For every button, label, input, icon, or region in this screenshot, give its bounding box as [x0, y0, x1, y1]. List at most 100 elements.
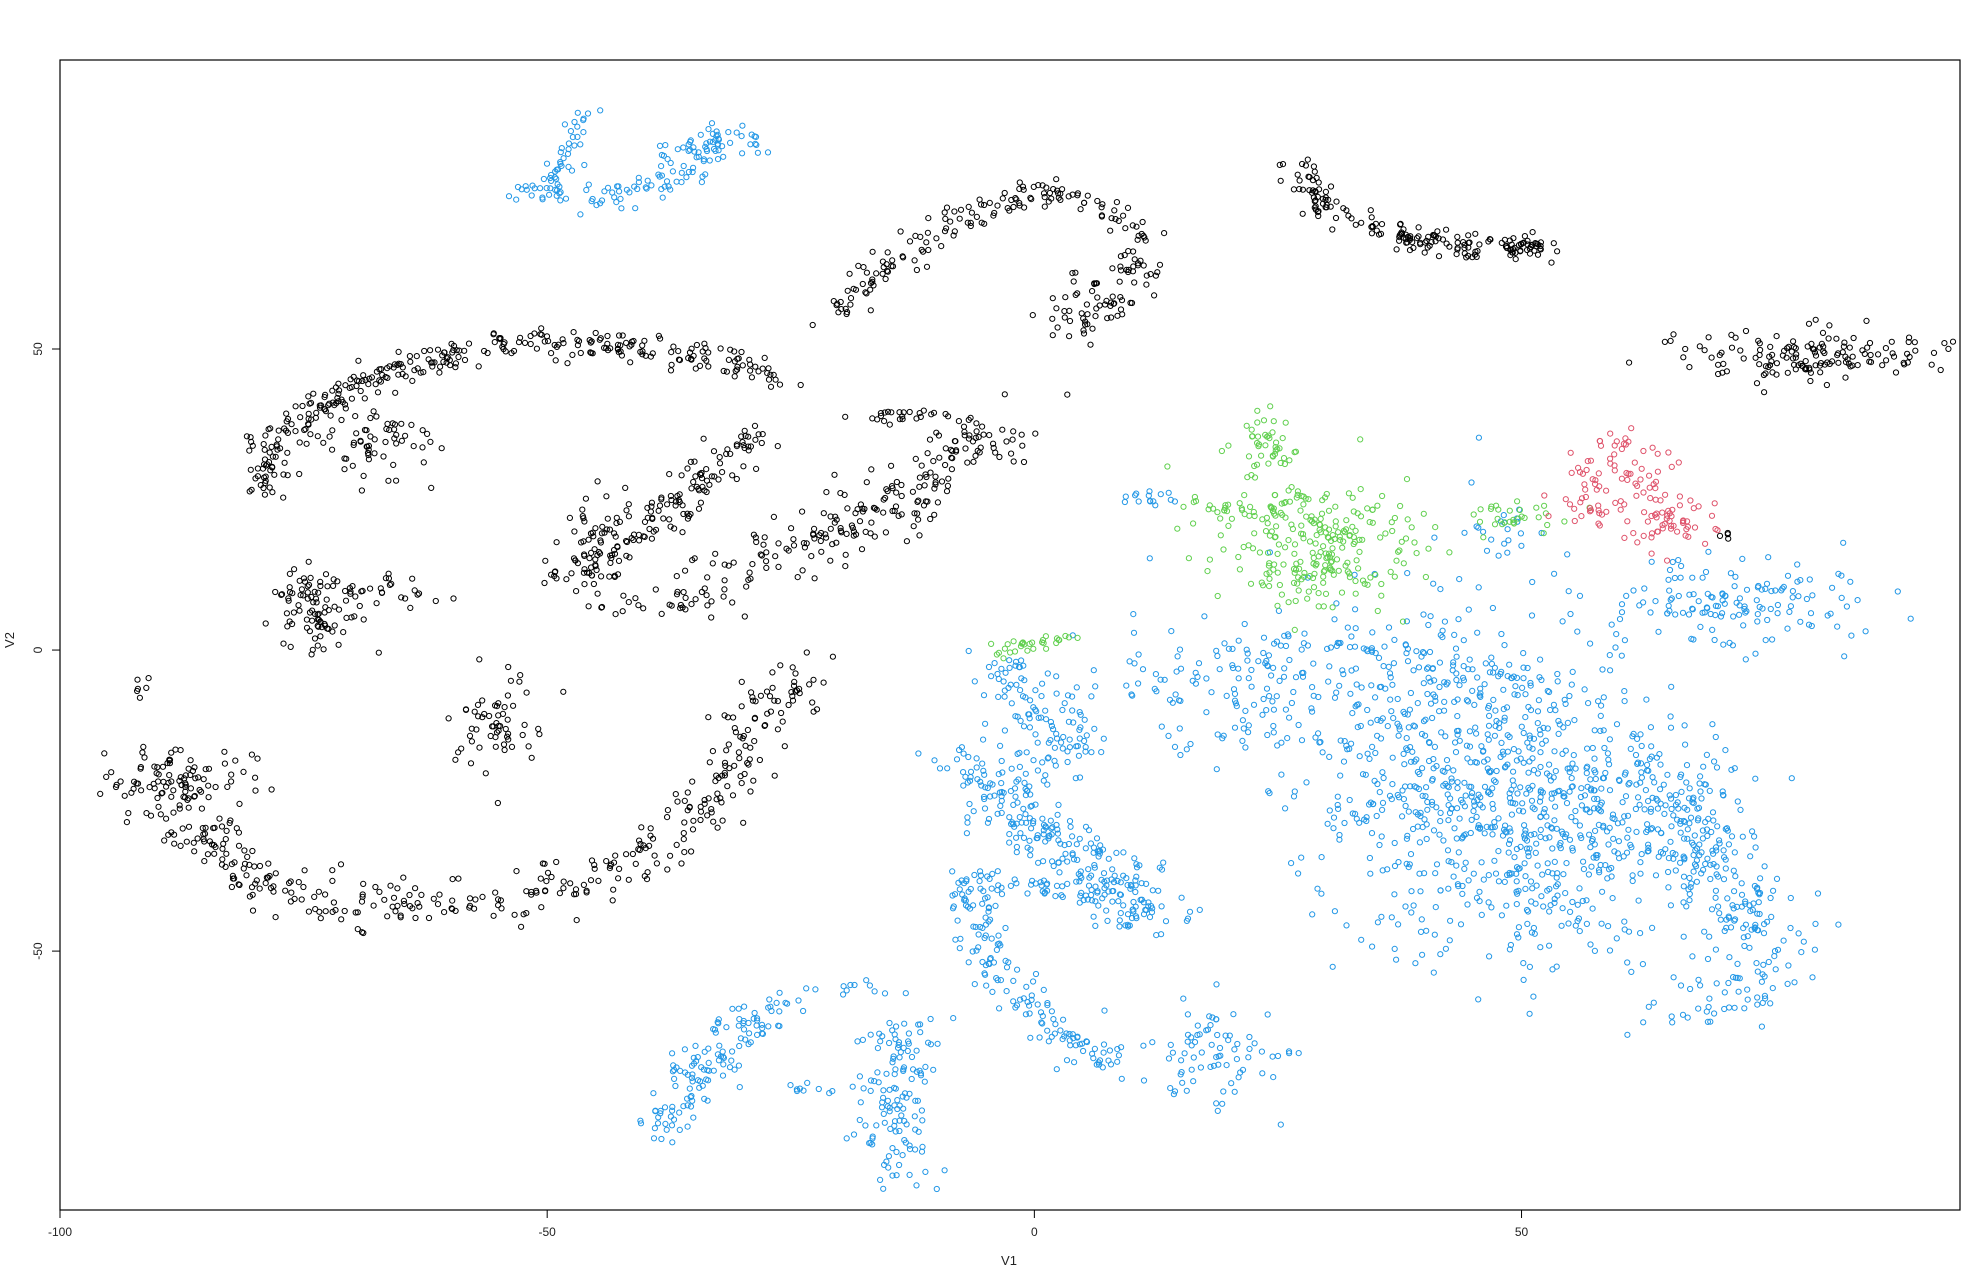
data-point [287, 643, 294, 651]
data-point [916, 532, 923, 539]
data-point [1638, 851, 1645, 858]
data-point [1672, 851, 1679, 858]
data-point [682, 567, 689, 574]
data-point [286, 570, 293, 578]
data-point [1322, 188, 1330, 195]
data-point [758, 1021, 766, 1028]
data-point [1472, 230, 1479, 237]
data-point [715, 1057, 723, 1064]
data-point [1124, 911, 1132, 918]
data-point [1439, 627, 1446, 634]
data-point [1455, 616, 1462, 623]
data-point [1622, 769, 1629, 776]
data-point [744, 726, 752, 734]
data-point [1356, 548, 1363, 556]
data-point [1299, 210, 1306, 217]
data-point [810, 676, 817, 683]
data-point [690, 1060, 698, 1067]
data-point [698, 469, 705, 477]
data-point [721, 577, 728, 584]
data-point [1838, 594, 1845, 602]
data-point [1709, 721, 1716, 728]
data-point [658, 610, 665, 618]
data-point [1686, 591, 1693, 598]
data-point [1453, 862, 1460, 869]
data-point [1357, 486, 1364, 493]
data-point [1051, 744, 1059, 751]
data-point [1389, 681, 1396, 688]
data-point [1016, 202, 1023, 209]
data-point [656, 502, 664, 509]
data-point [1550, 240, 1557, 247]
data-point [1460, 832, 1468, 839]
data-point [1485, 705, 1492, 712]
data-point [1115, 898, 1122, 905]
data-point [1444, 783, 1451, 790]
data-point [1158, 723, 1165, 730]
data-point [1642, 787, 1650, 794]
data-point [614, 341, 622, 348]
data-point [1444, 764, 1451, 771]
data-point [1241, 620, 1248, 628]
data-point [539, 860, 547, 867]
data-point [962, 773, 969, 780]
data-point [729, 1048, 736, 1055]
data-point [1809, 974, 1816, 981]
data-point [603, 858, 610, 865]
data-point [949, 868, 956, 875]
data-point [1819, 329, 1827, 336]
data-point [668, 1122, 676, 1129]
data-point [1634, 759, 1642, 766]
data-point [884, 249, 891, 256]
data-point [884, 408, 892, 415]
data-point [517, 334, 524, 341]
data-point [1749, 906, 1756, 914]
data-point [1609, 895, 1616, 902]
data-point [557, 197, 564, 204]
data-point [1305, 588, 1312, 595]
data-point [323, 596, 330, 603]
data-point [684, 1071, 691, 1078]
data-point [667, 492, 675, 500]
data-point [1291, 569, 1298, 576]
data-point [869, 248, 876, 255]
data-point [1243, 422, 1250, 429]
data-point [1658, 830, 1665, 837]
data-point [1634, 735, 1641, 743]
data-point [1222, 1032, 1229, 1039]
data-point [424, 430, 431, 437]
data-point [1529, 755, 1536, 762]
data-point [1422, 732, 1429, 739]
data-point [1691, 861, 1699, 868]
data-point [1808, 622, 1815, 630]
data-point [981, 795, 988, 803]
data-point [791, 678, 798, 686]
data-point [1941, 340, 1948, 347]
data-point [1114, 877, 1121, 885]
data-point [1020, 995, 1027, 1002]
data-point [1045, 835, 1052, 842]
data-point [749, 697, 757, 704]
data-point [1597, 727, 1604, 735]
data-point [1689, 606, 1696, 613]
data-point [1374, 919, 1382, 926]
data-point [1066, 736, 1073, 743]
data-point [956, 746, 963, 754]
data-point [683, 174, 690, 181]
data-point [1420, 680, 1427, 687]
data-point [528, 754, 535, 761]
data-point [884, 268, 892, 275]
data-point [655, 1114, 662, 1121]
data-point [1028, 802, 1035, 809]
data-point [990, 440, 997, 447]
data-point [930, 1066, 937, 1073]
data-point [1930, 349, 1938, 356]
data-point [502, 348, 509, 355]
data-point [525, 743, 532, 750]
data-point [240, 768, 247, 776]
data-point [397, 912, 404, 919]
data-point [681, 819, 688, 826]
data-point [1044, 755, 1051, 762]
data-point [1553, 825, 1560, 832]
data-point [1463, 697, 1471, 704]
